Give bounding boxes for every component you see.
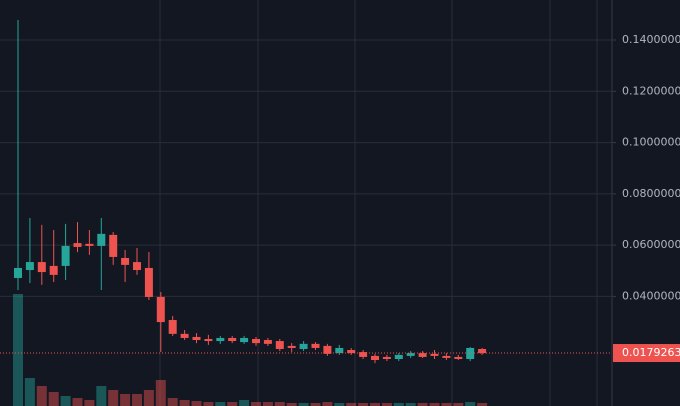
volume-bar (346, 403, 357, 406)
candle-body (85, 243, 94, 246)
volume-bar (381, 403, 392, 406)
volume-bar (48, 392, 59, 406)
candle-body (287, 345, 296, 348)
volume-bar (13, 294, 23, 406)
volume-bar (203, 402, 214, 406)
volume-bar (36, 386, 47, 406)
candle-body (252, 338, 260, 344)
volume-bar (322, 402, 333, 406)
candle-body (133, 262, 141, 271)
last-price-label: 0.01792636 (622, 346, 680, 359)
volume-bar (286, 403, 297, 406)
volume-bar (167, 398, 178, 406)
vertical-grid (159, 0, 598, 406)
volume-bar (191, 401, 202, 406)
volume-layer (13, 294, 488, 406)
candle-body (394, 354, 403, 359)
candle-body (156, 296, 165, 323)
candle-body (73, 243, 82, 247)
candle-body (180, 333, 189, 338)
volume-bar (370, 403, 380, 406)
volume-bar (143, 390, 154, 406)
volume-bar (310, 403, 321, 406)
candle-body (97, 233, 106, 246)
candle-body (144, 267, 153, 297)
candle-body (406, 353, 415, 356)
volume-bar (179, 400, 190, 406)
candle-body (442, 355, 451, 358)
volume-bar (334, 403, 345, 406)
candle-body (371, 355, 379, 361)
volume-bar (274, 402, 285, 406)
volume-bar (453, 403, 464, 406)
candle-body (168, 320, 177, 334)
candle-body (109, 234, 118, 257)
volume-bar (441, 403, 452, 406)
volume-bar (60, 396, 71, 406)
volume-bar (429, 403, 440, 406)
candle-body (478, 348, 487, 354)
volume-bar (262, 402, 273, 406)
volume-bar (155, 380, 166, 406)
candle-body (37, 262, 46, 273)
candle-body (299, 343, 308, 349)
candle-body (216, 337, 225, 342)
volume-bar (239, 400, 250, 406)
volume-bar (417, 403, 428, 406)
candle-body (61, 245, 70, 266)
candle-body (454, 356, 463, 359)
candle-body (311, 343, 320, 348)
volume-bar (465, 402, 476, 406)
candle-body (240, 337, 249, 343)
volume-bar (132, 394, 142, 406)
volume-bar (358, 403, 369, 406)
candle-body (275, 341, 284, 349)
volume-bar (215, 402, 226, 406)
candle-body (466, 347, 475, 359)
candle-body (335, 347, 344, 354)
volume-bar (108, 390, 119, 406)
candle-body (192, 336, 201, 341)
candle-body (418, 353, 427, 357)
candle-body (204, 338, 213, 342)
candle-body (359, 352, 368, 357)
candle-body (121, 257, 130, 265)
volume-bar (84, 400, 95, 406)
volume-bar (72, 398, 83, 406)
candle-body (14, 267, 22, 278)
candle-body (347, 350, 356, 354)
volume-bar (405, 403, 416, 406)
candle-body (430, 353, 439, 356)
volume-bar (298, 403, 309, 406)
volume-bar (24, 378, 35, 406)
candle-body (382, 356, 391, 359)
volume-bar (227, 402, 238, 406)
candle-body (263, 340, 272, 344)
candle-body (49, 265, 58, 275)
volume-bar (96, 386, 107, 406)
last-price-box (613, 344, 680, 363)
candle-body (323, 345, 332, 354)
volume-bar (477, 403, 488, 406)
volume-bar (120, 394, 131, 406)
candle-body (25, 262, 34, 271)
volume-bar (393, 403, 404, 406)
volume-bar (251, 402, 261, 406)
candle-body (228, 337, 237, 342)
